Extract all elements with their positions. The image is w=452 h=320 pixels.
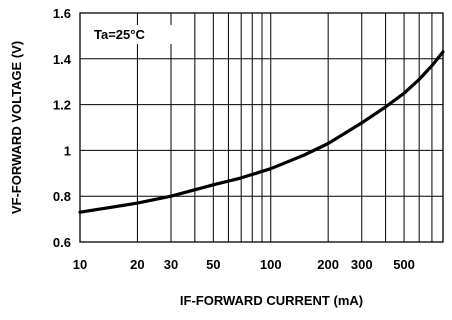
y-tick-labels: 0.6 0.8 1 1.2 1.4 1.6: [53, 6, 72, 250]
series-line: [78, 50, 445, 214]
y-tick-label: 1.6: [53, 6, 71, 21]
x-tick-label: 20: [130, 257, 144, 272]
x-axis-title: IF-FORWARD CURRENT (mA): [180, 293, 363, 308]
y-tick-label: 0.6: [53, 235, 71, 250]
x-tick-label: 100: [260, 257, 282, 272]
temperature-annotation: Ta=25°C: [94, 27, 145, 42]
x-tick-label: 500: [393, 257, 415, 272]
x-tick-label: 30: [164, 257, 178, 272]
x-tick-label: 300: [351, 257, 373, 272]
x-tick-labels: 10 20 30 50 100 200 300 500: [73, 257, 415, 272]
y-axis-title: VF-FORWARD VOLTAGE (V): [9, 41, 24, 214]
plot-frame: [79, 12, 444, 243]
y-tick-label: 1: [64, 143, 71, 158]
grid: [80, 13, 443, 242]
annotation-background: [90, 25, 172, 44]
y-tick-label: 1.2: [53, 98, 71, 113]
x-tick-label: 10: [73, 257, 87, 272]
x-tick-label: 200: [317, 257, 339, 272]
x-tick-label: 50: [206, 257, 220, 272]
y-tick-label: 1.4: [53, 52, 72, 67]
y-tick-label: 0.8: [53, 189, 71, 204]
